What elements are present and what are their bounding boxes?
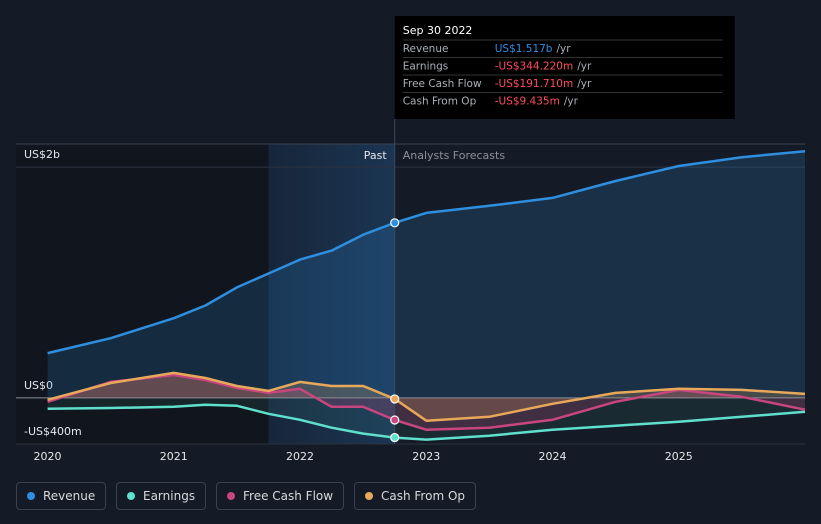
legend-item[interactable]: Cash From Op — [354, 482, 477, 510]
x-tick-label: 2020 — [34, 450, 62, 463]
tooltip-value: -US$9.435m/yr — [495, 96, 579, 108]
series-line — [47, 403, 806, 441]
tooltip-value: -US$191.710m/yr — [495, 78, 592, 90]
legend-dot — [365, 492, 373, 500]
legend-label: Revenue — [43, 489, 96, 503]
tooltip-label: Free Cash Flow — [403, 78, 482, 90]
area-fill — [47, 151, 806, 398]
highlight-region — [268, 144, 395, 444]
tooltip-date: Sep 30 2022 — [403, 24, 473, 37]
y-tick-label: -US$400m — [24, 425, 82, 438]
x-tick-label: 2023 — [412, 450, 440, 463]
legend-label: Earnings — [143, 489, 196, 503]
x-tick-label: 2022 — [286, 450, 314, 463]
y-tick-label: US$2b — [24, 148, 60, 161]
hover-point — [390, 415, 400, 425]
tooltip-value-text: -US$9.435m — [495, 96, 560, 108]
legend-item[interactable]: Earnings — [116, 482, 207, 510]
tooltip-unit: /yr — [577, 78, 592, 90]
legend-label: Cash From Op — [381, 489, 466, 503]
tooltip-value-text: -US$191.710m — [495, 78, 573, 90]
chart: -US$400m US$0 US$2b 2020 2021 2022 2023 2024 202… — [16, 16, 806, 463]
x-tick-label: 2025 — [665, 450, 693, 463]
x-tick-label: 2024 — [539, 450, 567, 463]
tooltip-value-text: US$1.517b — [495, 43, 553, 55]
legend-dot — [227, 492, 235, 500]
tooltip-label: Earnings — [403, 61, 449, 73]
forecast-label: Analysts Forecasts — [403, 149, 506, 162]
past-label: Past — [364, 149, 388, 162]
tooltip-label: Revenue — [403, 43, 449, 55]
tooltip-unit: /yr — [577, 61, 592, 73]
tooltip-value: -US$344.220m/yr — [495, 61, 592, 73]
tooltip-label: Cash From Op — [403, 96, 477, 108]
legend-item[interactable]: Free Cash Flow — [216, 482, 345, 510]
tooltip-value: US$1.517b/yr — [495, 43, 572, 55]
series-line — [47, 371, 806, 422]
area-fill — [47, 372, 806, 421]
series-line — [47, 149, 806, 355]
tooltip-unit: /yr — [564, 96, 579, 108]
legend-label: Free Cash Flow — [243, 489, 334, 503]
legend-dot — [27, 492, 35, 500]
series-line — [47, 373, 806, 431]
tooltip-unit: /yr — [556, 43, 571, 55]
legend-item[interactable]: Revenue — [16, 482, 107, 510]
hover-point — [390, 432, 400, 443]
legend-dot — [127, 492, 135, 500]
tooltip-box — [394, 16, 735, 119]
area-fill — [47, 397, 806, 440]
y-tick-label: US$0 — [24, 379, 53, 392]
hover-point — [390, 218, 400, 228]
hover-point — [390, 394, 400, 404]
tooltip-value-text: -US$344.220m — [495, 61, 573, 73]
x-tick-label: 2021 — [160, 450, 188, 463]
